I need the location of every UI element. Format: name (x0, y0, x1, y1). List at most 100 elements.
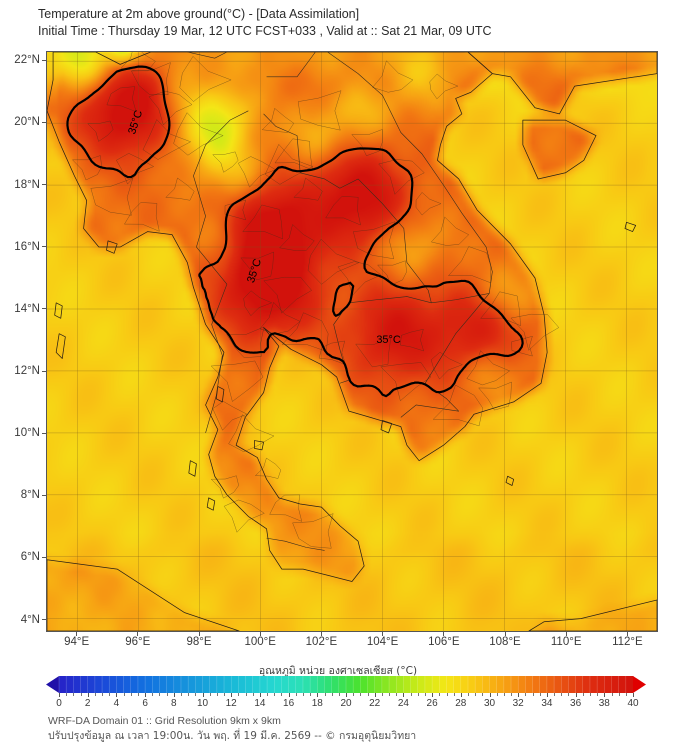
colorbar-tick-minor (181, 693, 182, 696)
y-axis-tick-label: 4°N (20, 613, 40, 626)
province-boundary-50 (72, 155, 102, 181)
island-1 (254, 440, 264, 451)
y-axis-tick-label: 16°N (14, 240, 40, 253)
colorbar-tick-minor (310, 693, 312, 696)
colorbar-segment (274, 676, 282, 693)
province-boundary-24 (292, 513, 334, 549)
colorbar-segment (216, 676, 225, 693)
colorbar-tick-label: 28 (455, 698, 467, 709)
province-boundary-26 (223, 499, 265, 533)
colorbar-tick-major (87, 693, 89, 697)
x-axis-tick (504, 632, 506, 636)
island-4 (188, 460, 197, 477)
province-boundary-36 (400, 329, 424, 352)
colorbar-segment (166, 676, 175, 693)
colorbar-tick-minor (73, 693, 75, 696)
contour-line-35c (66, 65, 524, 398)
international-border-0 (193, 110, 249, 433)
colorbar-segment (467, 676, 476, 693)
geography-lines (47, 52, 657, 631)
international-border-9 (266, 537, 325, 551)
province-boundary-6 (377, 260, 407, 286)
x-axis-tick (565, 632, 567, 636)
colorbar-segment (281, 676, 289, 693)
colorbar-tick-minor (582, 693, 584, 696)
colorbar-tick-minor (159, 693, 161, 696)
province-boundary-16 (282, 312, 329, 352)
colorbar-segment (80, 676, 89, 693)
x-axis-tick (137, 632, 139, 636)
colorbar-tick-minor (511, 693, 512, 696)
province-boundary-20 (212, 401, 248, 431)
x-axis-tick-label: 110°E (550, 636, 582, 648)
colorbar-segment (568, 676, 576, 693)
colorbar-segment (360, 676, 368, 693)
colorbar-tick-major (259, 693, 261, 697)
x-axis-tick (382, 632, 384, 636)
colorbar-tick-label: 8 (171, 698, 177, 709)
province-boundary-53 (120, 52, 156, 72)
colorbar-tick-label: 40 (627, 698, 639, 709)
x-axis-tick (198, 632, 200, 636)
x-axis-tick-label: 104°E (366, 636, 399, 648)
x-axis-tick (443, 632, 445, 636)
footer-model-info: WRF-DA Domain 01 :: Grid Resolution 9km … (48, 715, 281, 727)
colorbar-tick-minor (424, 693, 426, 696)
colorbar-segment (224, 676, 232, 693)
province-boundary-43 (131, 62, 171, 95)
colorbar-extend-low (46, 676, 59, 693)
province-boundary-7 (337, 261, 382, 296)
colorbar-tick-label: 26 (426, 698, 438, 709)
colorbar-segment (389, 676, 397, 693)
x-axis-tick (259, 632, 261, 636)
colorbar-tick-major (604, 693, 606, 697)
colorbar-segment (482, 676, 490, 693)
colorbar-tick-minor (532, 693, 534, 696)
island-3 (54, 302, 63, 319)
colorbar-segment (109, 676, 117, 693)
x-axis-tick-label: 94°E (64, 636, 90, 648)
province-boundary-10 (242, 204, 283, 240)
coastline-hainan (522, 119, 597, 180)
province-boundary-35 (448, 246, 491, 284)
colorbar-segment (188, 676, 196, 693)
colorbar-segment (374, 676, 383, 693)
colorbar-segment (245, 676, 254, 693)
x-axis-tick-label: 100°E (244, 636, 276, 648)
colorbar-segment (518, 676, 526, 693)
colorbar-segment (597, 676, 605, 693)
colorbar-segment (180, 676, 189, 693)
colorbar-tick-label: 16 (283, 698, 295, 709)
colorbar-segment (453, 676, 462, 693)
international-border-3 (400, 293, 490, 418)
colorbar-tick-minor (389, 693, 390, 696)
colorbar-tick-minor (238, 693, 240, 696)
island-2 (55, 333, 66, 359)
chart-title-block: Temperature at 2m above ground(°C) - [Da… (38, 6, 668, 40)
island-6 (505, 475, 515, 486)
colorbar-segment (123, 676, 132, 693)
colorbar-segment (346, 676, 354, 693)
colorbar-segment (432, 676, 440, 693)
province-boundary-45 (116, 153, 154, 185)
colorbar-extend-high (633, 676, 646, 693)
province-boundary-42 (106, 86, 137, 112)
colorbar-tick-minor (195, 693, 197, 696)
province-boundary-33 (415, 192, 442, 216)
colorbar-tick-minor (554, 693, 556, 696)
colorbar-tick-label: 32 (512, 698, 524, 709)
coastline-south-china (467, 52, 657, 115)
colorbar-tick-minor (94, 693, 96, 696)
colorbar-segment (152, 676, 160, 693)
province-boundary-19 (210, 360, 264, 402)
colorbar-tick-minor (166, 693, 168, 696)
coastline-sumatra (47, 559, 240, 631)
colorbar-tick-minor (281, 693, 283, 696)
colorbar-tick-minor (590, 693, 591, 696)
province-boundary-49 (90, 178, 134, 216)
province-boundary-2 (264, 144, 313, 185)
colorbar-tick-major (403, 693, 405, 697)
colorbar-tick-minor (561, 693, 563, 696)
province-boundary-30 (297, 90, 342, 131)
colorbar-tick-major (575, 693, 577, 697)
